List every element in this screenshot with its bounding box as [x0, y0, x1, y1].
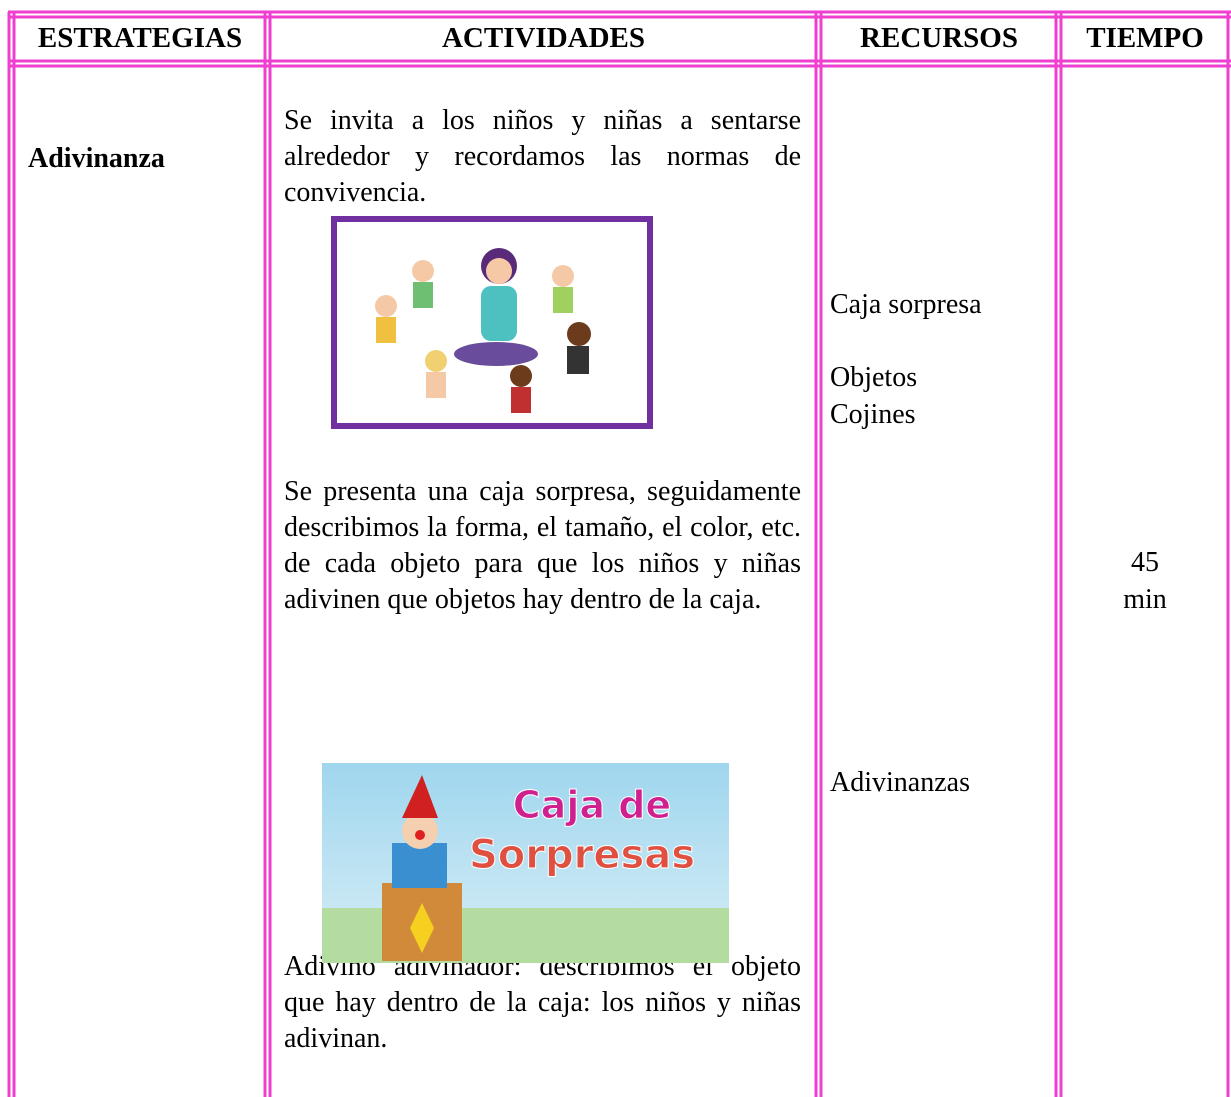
header-cell: ACTIVIDADES — [441, 22, 646, 54]
header-cell: TIEMPO — [1086, 22, 1204, 54]
activity-text: Adivino adivinador: describimos el objet… — [284, 951, 801, 1054]
activity-text: Se presenta una caja sorpresa, seguidame… — [284, 476, 801, 615]
resource: Cojines — [830, 399, 916, 430]
time: min — [1123, 584, 1167, 615]
header-cell: RECURSOS — [860, 22, 1018, 54]
image-text: Sorpresas — [469, 832, 695, 878]
resource: Objetos — [830, 362, 918, 393]
image-text: Caja de — [513, 783, 671, 827]
resource: Caja sorpresa — [830, 289, 982, 320]
resource: Adivinanzas — [830, 767, 970, 798]
kids-illustration — [331, 216, 653, 429]
activity-text: Se invita a los niños y niñas a sentarse… — [284, 105, 801, 208]
header-cell: ESTRATEGIAS — [37, 22, 243, 54]
strategy: Adivinanza — [28, 143, 165, 174]
time: 45 — [1131, 547, 1159, 578]
surprise-box-image: Caja de Sorpresas — [322, 763, 729, 963]
